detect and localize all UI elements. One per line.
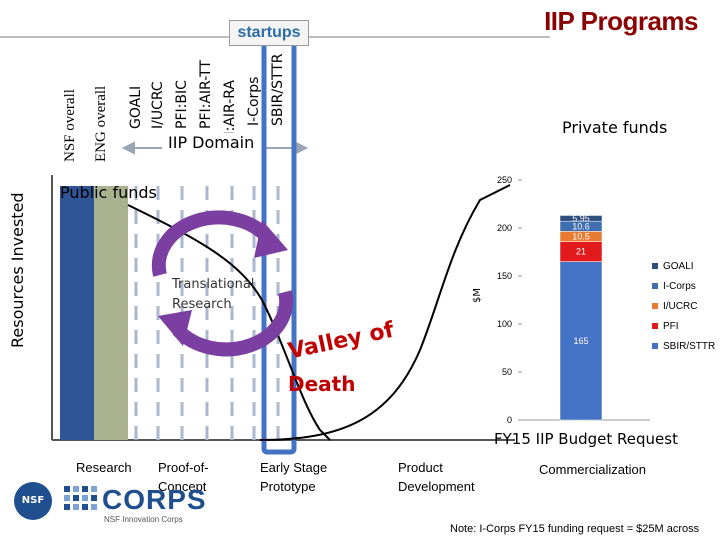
translational-research-label: Research (172, 297, 232, 312)
legend-swatch-goali (652, 263, 658, 269)
stage-research: Research (76, 460, 132, 475)
chart-bars (559, 215, 603, 421)
pfi-air-tt-label: PFI:AIR-TT (198, 60, 214, 129)
chart-tick-label: 100 (497, 319, 512, 329)
legend-item-sbir: SBIR/STTR (652, 336, 715, 356)
legend-swatch-icorps (652, 283, 658, 289)
corps-grid-icon (64, 486, 98, 516)
legend-label-goali: GOALI (663, 260, 694, 272)
pfi-bic-label: PFI:BIC (174, 80, 190, 129)
legend-label-iucrc: I/UCRC (663, 300, 698, 312)
stage-proof-line1: Proof-of- (158, 460, 209, 475)
translational-label: Translational (172, 277, 255, 292)
nsf-overall-bar (60, 186, 94, 440)
stage-commercialization: Commercialization (539, 462, 646, 477)
stage-proof-line2: Concept (158, 479, 207, 494)
bar-label-sbir-sttr: 165 (573, 336, 588, 346)
legend-label-icorps: I-Corps (663, 280, 696, 292)
chart-tick-label: 150 (497, 271, 512, 281)
circle-arrow-head-top (254, 220, 288, 258)
iip-domain-label: IIP Domain (166, 133, 257, 152)
eng-overall-bar (94, 186, 128, 440)
chart-tick-label: 200 (497, 223, 512, 233)
chart-y-label: $M (472, 288, 483, 303)
bar-segment-goali (559, 215, 603, 222)
legend-item-iucrc: I/UCRC (652, 296, 715, 316)
chart-legend: GOALI I-Corps I/UCRC PFI SBIR/STTR (652, 256, 715, 356)
stage-product-line2: Development (398, 479, 475, 494)
chart-tick-label: 250 (497, 175, 512, 185)
icorps-label: I-Corps (246, 76, 262, 126)
nsf-overall-label: NSF overall (62, 89, 78, 162)
bar-label-goali: 5.95 (572, 213, 590, 223)
chart-data-labels: 165 21 10.510.65.95 (572, 213, 590, 345)
legend-item-pfi: PFI (652, 316, 715, 336)
bar-label-i-ucrc: 10.5 (572, 231, 590, 241)
legend-swatch-iucrc (652, 303, 658, 309)
legend-label-sbir: SBIR/STTR (663, 340, 716, 352)
stage-early-line2: Prototype (260, 479, 316, 494)
nsf-seal-logo: NSF (14, 482, 52, 520)
stage-early-line1: Early Stage (260, 460, 328, 475)
bar-label-pfi: 21 (576, 247, 586, 257)
sbir-sttr-label: SBIR/STTR (270, 53, 286, 126)
legend-item-icorps: I-Corps (652, 276, 715, 296)
private-funds-curve (259, 184, 511, 441)
stage-product-line1: Product (398, 460, 443, 475)
chart-title: FY15 IIP Budget Request (494, 430, 678, 448)
funding-note: Note: I-Corps FY15 funding request = $25… (450, 523, 700, 535)
corps-logo-subtitle: NSF Innovation Corps (104, 515, 183, 524)
bar-segment-sbir-sttr (559, 261, 603, 421)
chart-ticks: 0 50 100 150 200 250 (497, 175, 522, 425)
legend-label-pfi: PFI (663, 320, 679, 332)
public-funds-label: Public funds (60, 183, 157, 202)
private-funds-label: Private funds (562, 118, 668, 137)
iucrc-label: I/UCRC (150, 81, 166, 129)
slide-title: IIP Programs (544, 6, 698, 36)
chart-tick-label: 50 (502, 367, 512, 377)
bar-label-i-corps: 10.6 (572, 221, 590, 231)
goali-label: GOALI (128, 85, 144, 129)
circular-arrows (151, 210, 294, 357)
chart-tick-label: 0 (507, 415, 512, 425)
corps-logo-text: CORPS (102, 484, 207, 515)
eng-overall-label: ENG overall (93, 85, 109, 162)
legend-swatch-pfi (652, 323, 658, 329)
legend-item-goali: GOALI (652, 256, 715, 276)
legend-swatch-sbir (652, 343, 658, 349)
circle-arrow-head-bottom (158, 310, 192, 346)
valley-of-death-line2: Death (288, 372, 356, 396)
startups-label: startups (229, 20, 309, 46)
